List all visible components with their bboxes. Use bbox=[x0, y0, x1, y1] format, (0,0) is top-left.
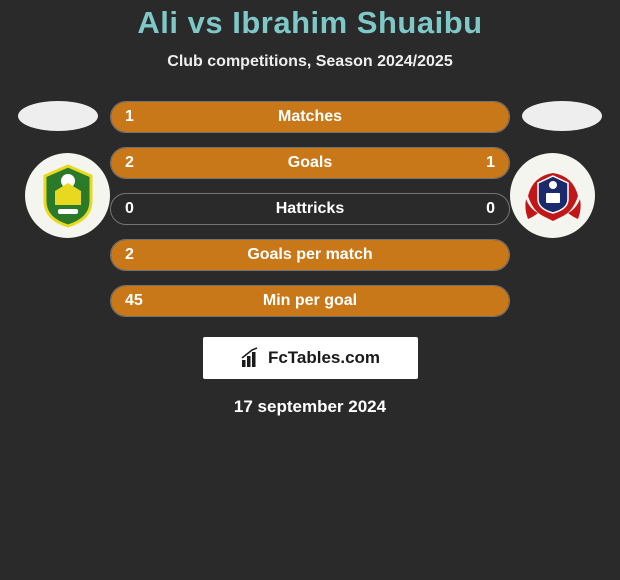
chart-icon bbox=[240, 347, 262, 369]
club-crest-right-icon bbox=[518, 161, 588, 231]
page-title: Ali vs Ibrahim Shuaibu bbox=[0, 5, 620, 41]
stat-row: 45Min per goal bbox=[110, 285, 510, 317]
stat-row: 1Matches bbox=[110, 101, 510, 133]
stats-area: 1Matches 21Goals 00Hattricks 2Goals per mat… bbox=[0, 101, 620, 317]
stat-label: Min per goal bbox=[111, 292, 509, 310]
stat-row: 2Goals per match bbox=[110, 239, 510, 271]
date-label: 17 september 2024 bbox=[0, 397, 620, 417]
stat-label: Hattricks bbox=[111, 200, 509, 218]
player-badge-left bbox=[18, 101, 98, 131]
stats-rows: 1Matches 21Goals 00Hattricks 2Goals per mat… bbox=[110, 101, 510, 317]
club-logo-right bbox=[510, 153, 595, 238]
stat-label: Goals per match bbox=[111, 246, 509, 264]
player-badge-right bbox=[522, 101, 602, 131]
club-crest-left-icon bbox=[33, 161, 103, 231]
stat-row: 00Hattricks bbox=[110, 193, 510, 225]
subtitle: Club competitions, Season 2024/2025 bbox=[0, 53, 620, 71]
stat-label: Goals bbox=[111, 154, 509, 172]
stat-label: Matches bbox=[111, 108, 509, 126]
infographic-container: Ali vs Ibrahim Shuaibu Club competitions… bbox=[0, 0, 620, 417]
stat-row: 21Goals bbox=[110, 147, 510, 179]
branding-text: FcTables.com bbox=[268, 348, 380, 368]
club-logo-left bbox=[25, 153, 110, 238]
branding-badge: FcTables.com bbox=[203, 337, 418, 379]
